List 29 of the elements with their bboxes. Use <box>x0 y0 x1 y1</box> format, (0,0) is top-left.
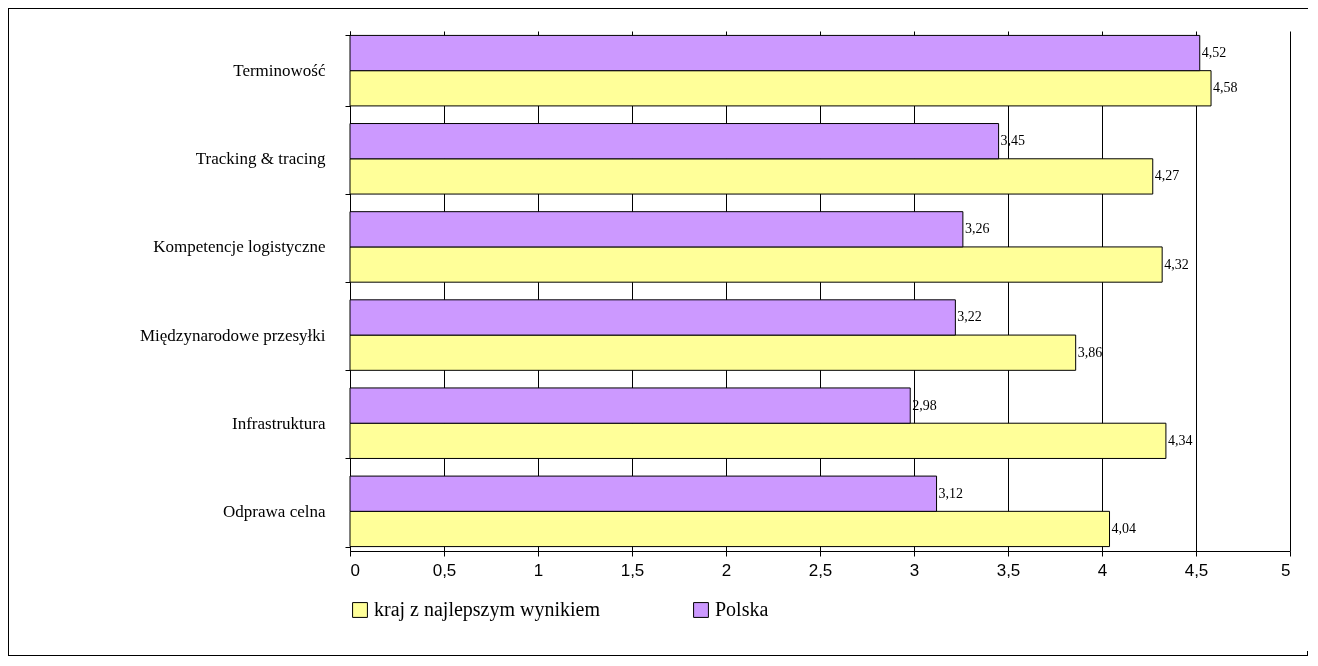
legend-label: kraj z najlepszym wynikiem <box>374 598 601 621</box>
y-tick-label: Terminowość <box>233 61 326 81</box>
data-label: 3,12 <box>938 485 964 501</box>
x-tick-label: 1,5 <box>620 560 645 580</box>
x-tick-label: 5 <box>1281 560 1291 580</box>
y-tick-label: Kompetencje logistyczne <box>153 237 326 257</box>
data-label: 3,86 <box>1077 344 1103 360</box>
y-tick-label: Odprawa celna <box>223 501 326 521</box>
x-tick-label: 0 <box>350 560 360 580</box>
data-label: 4,34 <box>1167 432 1193 448</box>
x-tick-label: 3 <box>909 560 920 580</box>
data-label: 4,04 <box>1111 520 1137 536</box>
data-label: 4,58 <box>1213 80 1238 96</box>
data-label: 4,27 <box>1154 168 1180 184</box>
y-tick-label: Międzynarodowe przesyłki <box>139 325 326 345</box>
x-tick-label: 4 <box>1097 560 1108 580</box>
y-tick-label: Infrastruktura <box>232 413 326 433</box>
x-tick-label: 1 <box>533 560 544 580</box>
x-tick-label: 2 <box>721 560 732 580</box>
data-label: 4,52 <box>1201 45 1227 61</box>
data-label: 4,32 <box>1164 256 1189 272</box>
data-label: 3,26 <box>964 221 990 237</box>
data-label: 3,22 <box>957 309 982 325</box>
x-tick-label: 3,5 <box>996 560 1021 580</box>
x-tick-label: 2,5 <box>808 560 833 580</box>
legend-label: Polska <box>715 598 769 620</box>
y-tick-label: Tracking & tracing <box>195 149 326 169</box>
x-tick-label: 0,5 <box>432 560 457 580</box>
x-tick-label: 4,5 <box>1184 560 1209 580</box>
